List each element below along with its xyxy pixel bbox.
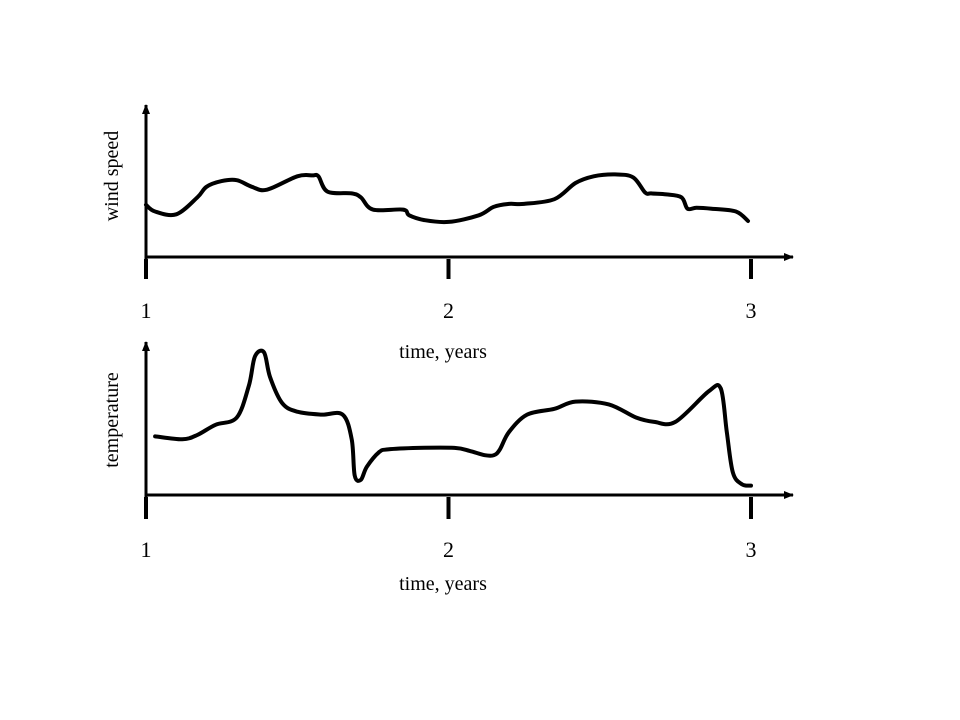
x-tick-label: 3 — [746, 537, 757, 562]
series-line-1 — [144, 172, 750, 225]
y-axis-title: wind speed — [101, 131, 123, 222]
x-tick-label: 2 — [443, 298, 454, 323]
x-tick-label: 3 — [746, 298, 757, 323]
y-axis-title: temperature — [101, 372, 123, 468]
x-tick-label: 1 — [141, 298, 152, 323]
x-tick-label: 2 — [443, 537, 454, 562]
chart-panel-1: 1 2 3 time, years wind speed — [101, 104, 794, 363]
chart-panel-2: 1 2 3 time, years temperature — [101, 341, 794, 595]
x-axis-title: time, years — [399, 341, 487, 363]
x-axis-title: time, years — [399, 573, 487, 595]
x-tick-label: 1 — [141, 537, 152, 562]
chart-panels: 1 2 3 time, years wind speed 1 2 3 time, years te… — [101, 104, 794, 595]
series-line-1 — [153, 348, 753, 488]
